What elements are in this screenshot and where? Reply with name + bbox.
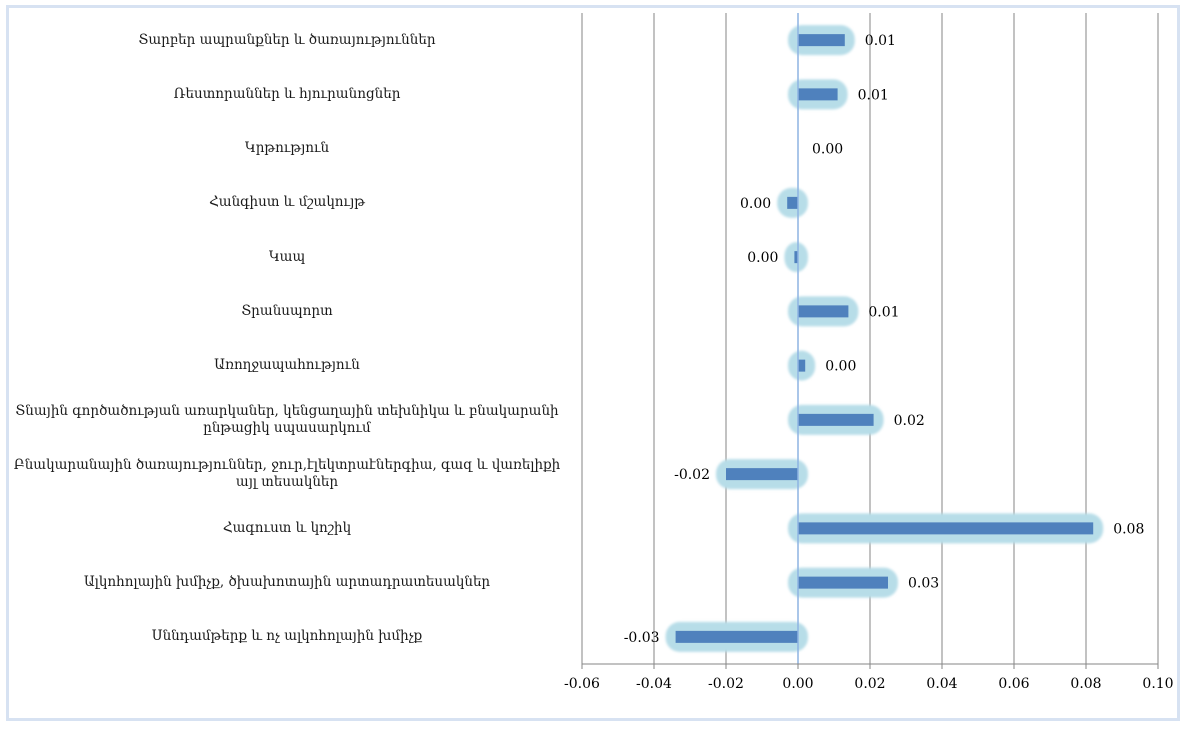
category-label: Տրանսպորտ bbox=[241, 302, 333, 319]
bar bbox=[798, 305, 849, 318]
x-tick-label: 0.06 bbox=[998, 676, 1029, 692]
bar-chart: 0.01 0.01 0.00 0.00 0.00 0.01 0.00 0.02 -0.02 0.0… bbox=[564, 13, 1174, 692]
bar bbox=[798, 88, 838, 101]
bar bbox=[726, 468, 798, 481]
x-tick-label: -0.06 bbox=[564, 676, 600, 692]
category-label: Առողջապահություն bbox=[214, 357, 360, 374]
category-label: Ռեստորաններ և հյուրանոցներ bbox=[173, 85, 401, 102]
bar bbox=[798, 359, 806, 372]
data-label: 0.08 bbox=[1113, 521, 1144, 537]
x-tick-label: 0.04 bbox=[926, 676, 957, 692]
bar bbox=[798, 34, 845, 47]
data-label: 0.00 bbox=[825, 359, 856, 375]
data-label: 0.00 bbox=[812, 142, 843, 158]
x-tick-label: 0.00 bbox=[782, 676, 813, 692]
category-label: Տնային գործածության առարկաներ, կենցաղայի… bbox=[15, 402, 559, 436]
bar bbox=[675, 630, 798, 643]
data-label: 0.01 bbox=[868, 304, 899, 320]
data-label: 0.02 bbox=[894, 413, 925, 429]
data-label: -0.02 bbox=[674, 467, 710, 483]
x-tick-label: -0.02 bbox=[708, 676, 744, 692]
bar bbox=[794, 251, 798, 264]
data-label: 0.03 bbox=[908, 576, 939, 592]
x-tick-label: -0.04 bbox=[636, 676, 672, 692]
bar bbox=[798, 522, 1094, 535]
chart-frame: Տարբեր ապրանքներ և ծառայություններ Ռեստոր… bbox=[6, 5, 1180, 721]
category-label: Հանգիստ և մշակույթ bbox=[209, 194, 365, 211]
bar bbox=[787, 196, 798, 209]
category-label: Տարբեր ապրանքներ և ծառայություններ bbox=[138, 31, 436, 48]
category-label: Ալկոհոլային խմիչք, ծխախոտային արտադրատես… bbox=[83, 574, 491, 591]
data-label: -0.03 bbox=[624, 630, 660, 646]
data-label: 0.01 bbox=[858, 87, 889, 103]
category-label: Հագուստ և կոշիկ bbox=[222, 519, 352, 536]
category-label: Կրթություն bbox=[244, 140, 330, 157]
data-label: 0.00 bbox=[747, 250, 778, 266]
category-label: Բնակարանային ծառայություններ, ջուր,էլեկտ… bbox=[13, 457, 561, 491]
x-tick-label: 0.02 bbox=[854, 676, 885, 692]
bar bbox=[798, 576, 888, 589]
category-labels: Տարբեր ապրանքներ և ծառայություններ Ռեստոր… bbox=[9, 8, 579, 718]
data-label: 0.00 bbox=[740, 196, 771, 212]
data-label: 0.01 bbox=[865, 33, 896, 49]
category-label: Կապ bbox=[268, 248, 306, 265]
x-tick-label: 0.08 bbox=[1070, 676, 1101, 692]
category-label: Սննդամթերք և ոչ ալկոհոլային խմիչք bbox=[151, 628, 423, 645]
bar bbox=[798, 413, 874, 426]
x-tick-label: 0.10 bbox=[1142, 676, 1173, 692]
